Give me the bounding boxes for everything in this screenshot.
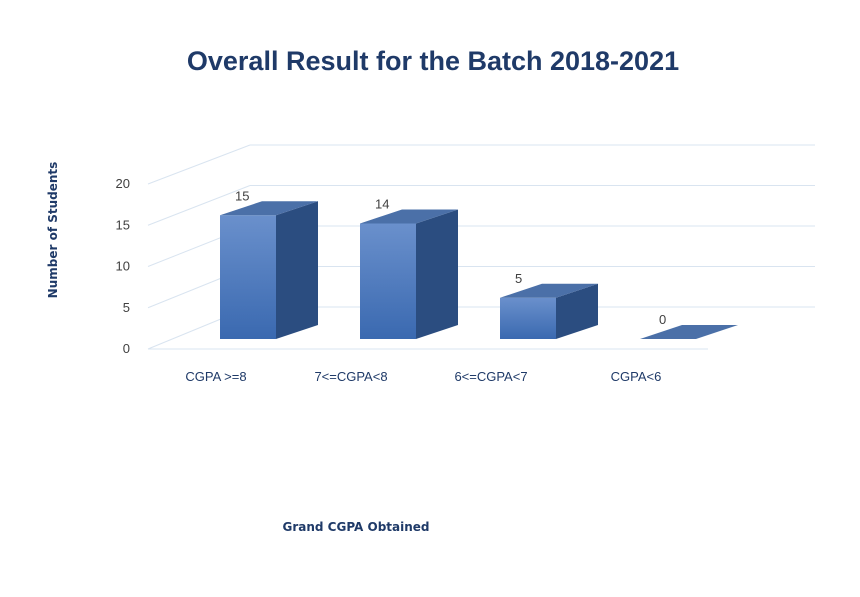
bar-3 <box>640 325 738 339</box>
y-axis-ticks: 0 5 10 15 20 <box>116 176 130 356</box>
y-tick-label-3: 15 <box>116 217 130 232</box>
data-label-3: 0 <box>659 312 666 327</box>
bar-1 <box>360 209 458 339</box>
x-category-label-0: CGPA >=8 <box>185 369 246 384</box>
y-tick-label-4: 20 <box>116 176 130 191</box>
data-label-1: 14 <box>375 197 389 212</box>
bar-side <box>276 201 318 339</box>
y-tick-label-0: 0 <box>123 341 130 356</box>
bar-top <box>360 209 458 224</box>
x-category-label-1: 7<=CGPA<8 <box>314 369 387 384</box>
data-labels: 15 14 5 0 <box>235 188 666 327</box>
bar-2 <box>500 283 598 339</box>
bars <box>220 201 738 339</box>
x-category-label-2: 6<=CGPA<7 <box>454 369 527 384</box>
gridlines <box>147 144 815 350</box>
data-label-0: 15 <box>235 188 249 203</box>
gridline-side-4 <box>147 144 251 185</box>
x-category-label-3: CGPA<6 <box>611 369 662 384</box>
bar-front <box>360 223 416 339</box>
y-axis-title: Number of Students <box>46 162 60 299</box>
bar-top <box>220 201 318 216</box>
y-tick-label-1: 5 <box>123 300 130 315</box>
bar-front <box>500 297 556 339</box>
x-axis-title: Grand CGPA Obtained <box>283 520 430 534</box>
bar-front <box>220 215 276 339</box>
data-label-2: 5 <box>515 271 522 286</box>
bar-top <box>500 283 598 298</box>
bar-side <box>416 209 458 339</box>
bar-side <box>556 283 598 339</box>
chart-title: Overall Result for the Batch 2018-2021 <box>187 46 679 76</box>
bar-top <box>640 325 738 339</box>
bar-0 <box>220 201 318 339</box>
y-tick-label-2: 10 <box>116 259 130 274</box>
gridline-side-3 <box>147 185 251 226</box>
x-axis-categories: CGPA >=8 7<=CGPA<8 6<=CGPA<7 CGPA<6 <box>185 369 661 384</box>
